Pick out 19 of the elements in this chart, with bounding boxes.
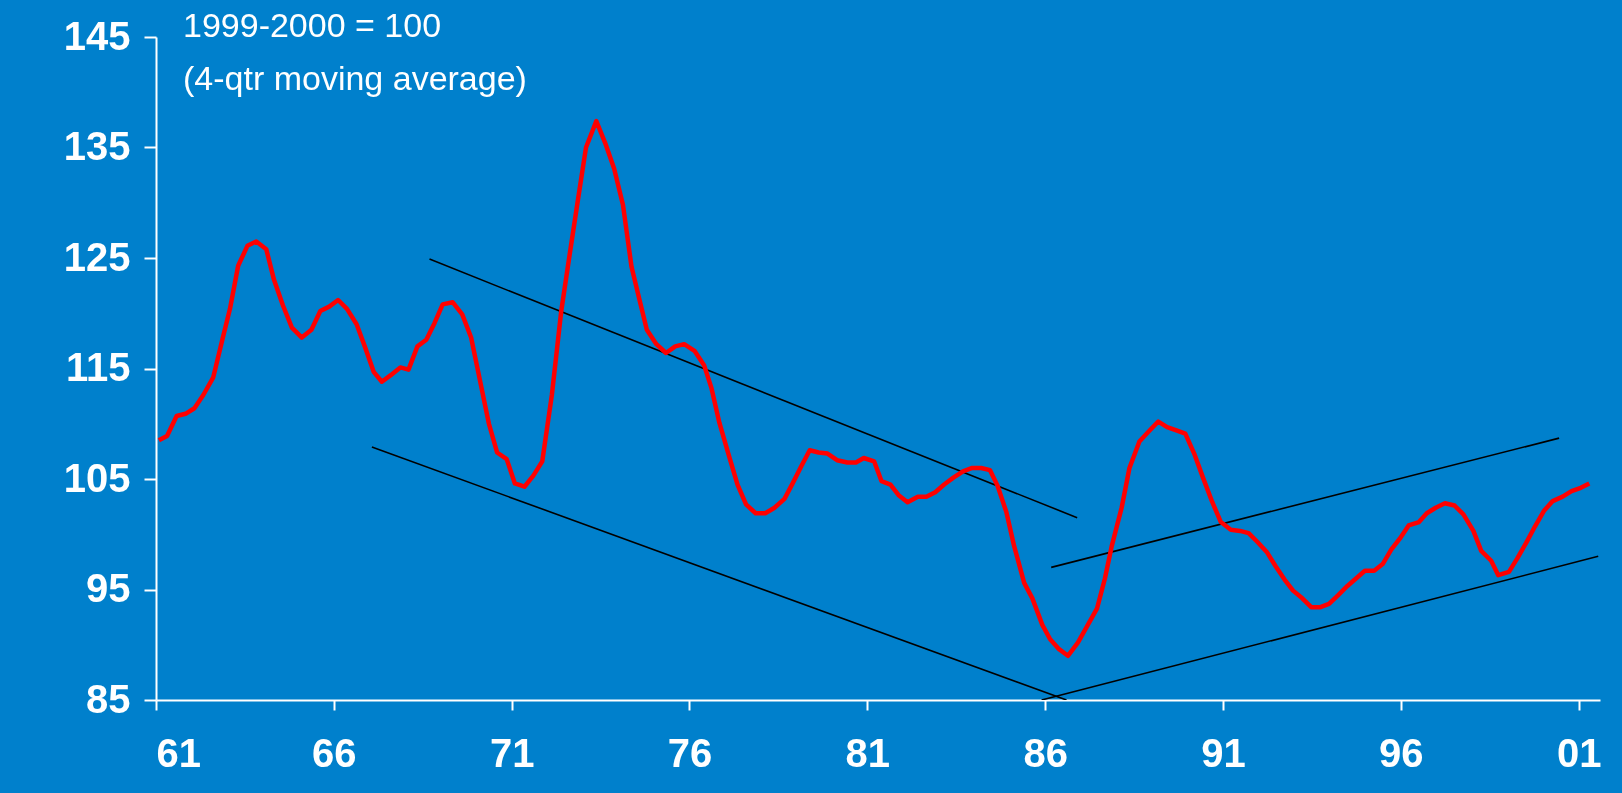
x-tick-label: 91 (1201, 730, 1246, 775)
x-tick-label: 76 (667, 730, 713, 775)
y-tick-label: 125 (63, 234, 131, 279)
y-tick-label: 85 (86, 676, 131, 721)
x-tick-label: 71 (489, 730, 535, 775)
annotation: (4-qtr moving average) (183, 59, 527, 97)
x-tick-label: 96 (1379, 730, 1424, 775)
x-tick-label: 61 (156, 730, 201, 775)
x-tick-label: 81 (845, 730, 891, 775)
y-tick-label: 95 (86, 566, 131, 610)
y-tick-label: 105 (63, 455, 131, 500)
x-tick-label: 01 (1556, 730, 1602, 775)
x-tick-label: 66 (312, 730, 357, 775)
y-tick-label: 115 (65, 345, 131, 389)
y-tick-label: 135 (63, 124, 131, 168)
line-series (156, 118, 1592, 659)
y-tick-label: 145 (63, 13, 131, 58)
annotation: 1999-2000 = 100 (183, 6, 442, 44)
x-tick-label: 86 (1023, 730, 1068, 775)
